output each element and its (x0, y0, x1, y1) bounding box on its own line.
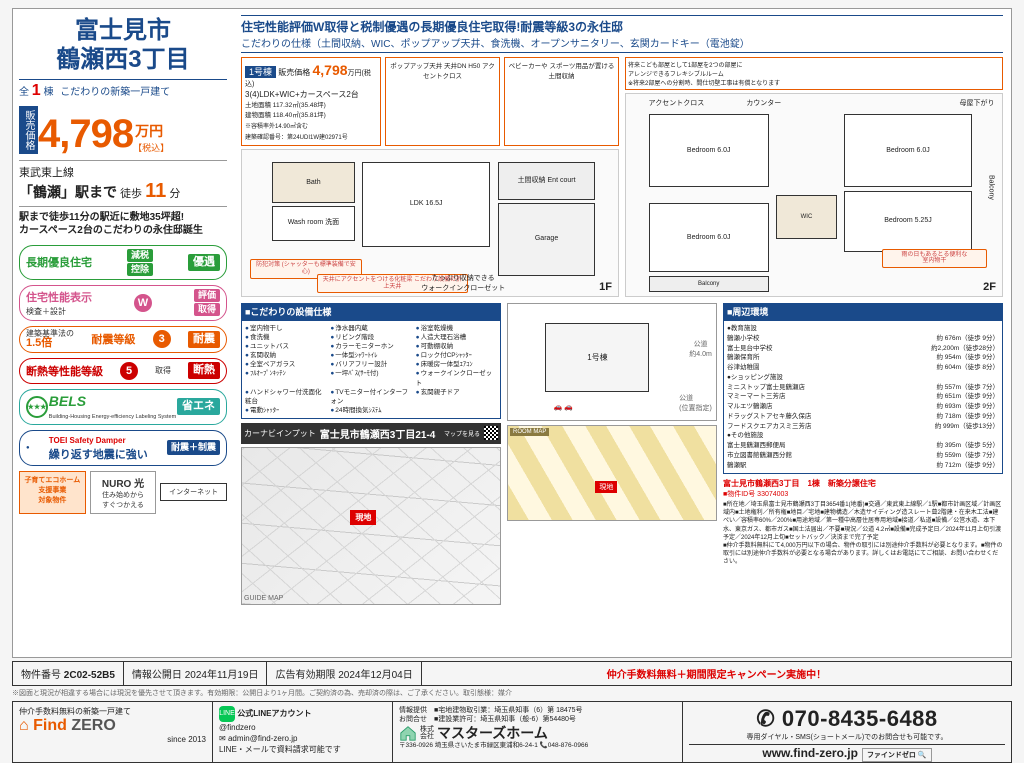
spec-item: 一体型ｼｬﾜｰﾄｲﾚ (330, 351, 411, 360)
disclaimer: ※図面と現況が相違する場合には現況を優先させて頂きます。有効期限：公開日より1ヶ… (12, 688, 1012, 698)
spec-item: 浄水器内蔵 (330, 324, 411, 333)
badge-insulation: 断熱等性能等級 5 取得 断熱 (19, 358, 227, 384)
footer-logo: 仲介手数料無料の新築一戸建て ⌂ Find ZERO since 2013 (13, 702, 213, 762)
guide-map: 現地 GUIDE MAP (241, 447, 501, 605)
env-row: マルエツ鶴瀬店約 693m（徒歩 9分） (727, 402, 999, 412)
mid-row: ■こだわりの設備仕様 室内物干し浄水器内蔵浴室乾燥機食洗機リビング階段人造大理石… (241, 303, 1003, 551)
bels-icon: ★★★ (26, 396, 48, 418)
env-row: 鶴瀬保育所約 954m（徒歩 9分） (727, 353, 999, 363)
spec-item: ユニットバス (245, 342, 326, 351)
price-unit: 万円 (135, 123, 163, 139)
badge-bels: ★★★ BELSBuilding-Housing Energy-efficien… (19, 389, 227, 425)
env-row: 市立図書館鶴瀬西分館約 559m（徒歩 7分） (727, 451, 999, 461)
env-column: ■周辺環境 ●教育施設鶴瀬小学校約 676m（徒歩 9分）富士見台中学校約2,2… (723, 303, 1003, 551)
location-sub: 全 1 棟 こだわりの新築一戸建て (19, 82, 227, 100)
nuro-row: 子育てエコホーム支援事業 対象物件 NURO 光住み始めから すぐつかえる イン… (19, 471, 227, 514)
expiry-date: 広告有効期限 2024年12月04日 (267, 662, 421, 685)
footer-company: 情報提供 ■宅地建物取引業：埼玉県知事（6）第 18475号 お問合せ ■建設業… (393, 702, 683, 762)
property-title: 富士見市鶴瀬西3丁目 1棟 新築分譲住宅 (723, 478, 1003, 489)
flyer-sheet: 富士見市 鶴瀬西3丁目 全 1 棟 こだわりの新築一戸建て 販売価格 4,798… (12, 8, 1012, 658)
spec-item: 可動棚収納 (416, 342, 497, 351)
env-row: 鶴瀬小学校約 676m（徒歩 9分） (727, 334, 999, 344)
spec-item: 食洗機 (245, 333, 326, 342)
spec-item: 24時間換気ｼｽﾃﾑ (330, 406, 411, 415)
spec-item: 玄関親子ドア (416, 388, 497, 406)
env-row: ●その他施設 (727, 431, 999, 441)
spec-item: カラーモニターホン (330, 342, 411, 351)
spec-item: 玄関収納 (245, 351, 326, 360)
env-row: ミニストップ富士見鶴瀬店約 557m（徒歩 7分） (727, 383, 999, 393)
company-house-icon (399, 724, 417, 742)
publish-date: 情報公開日 2024年11月19日 (124, 662, 268, 685)
property-detail: ■所在地／埼玉県富士見市鶴瀬西3丁目3654番1(地番)■交通／東武東上線駅／1… (723, 501, 1003, 566)
env-row: 谷津幼稚園約 604m（徒歩 8分） (727, 363, 999, 373)
price-value: 4,798 (38, 114, 133, 154)
floorplan-1f: Bath Wash room 洗面 LDK 16.5J 土間収納 Ent cou… (241, 149, 619, 297)
price-block: 販売価格 4,798 万円 【税込】 (19, 106, 227, 154)
badge-longlife: 長期優良住宅 減税控除 優遇 (19, 245, 227, 280)
station-block: 東武東上線 「鶴瀬」駅まで 徒歩 11 分 (19, 160, 227, 207)
floorplan-row: 1号棟 販売価格 4,798万円(税込) 3(4)LDK+WIC+カースペース2… (241, 57, 1003, 297)
env-row: 鶴瀬駅約 712m（徒歩 9分） (727, 461, 999, 471)
floorplan-2f: アクセントクロス カウンター Bedroom 6.0J Bedroom 6.0J… (625, 93, 1003, 297)
spec-item: TVモニター付インターフォン (330, 388, 411, 406)
room-map: ROOM MAP 現地 (507, 425, 717, 521)
spec-item: 全室ペアガラス (245, 360, 326, 369)
env-row: マミーマート三芳店約 651m（徒歩 9分） (727, 392, 999, 402)
env-row: ドラッグストアセキ藤久保店約 718m（徒歩 9分） (727, 412, 999, 422)
spec-item: バリアフリー設計 (330, 360, 411, 369)
left-column: 富士見市 鶴瀬西3丁目 全 1 棟 こだわりの新築一戸建て 販売価格 4,798… (13, 9, 233, 657)
env-row: 富士見鶴瀬西郵便局約 395m（徒歩 5分） (727, 441, 999, 451)
env-list: ●教育施設鶴瀬小学校約 676m（徒歩 9分）富士見台中学校約2,200m（徒歩… (723, 320, 1003, 474)
footer-line: LINE 公式LINEアカウント @findzero ✉ admin@find-… (213, 702, 393, 762)
site-plan: 1号棟 公道 約4.0m 公道 (位置指定) 🚗 🚗 (507, 303, 717, 421)
city: 富士見市 (75, 17, 171, 44)
internet-tag: インターネット (160, 483, 227, 501)
spec-item: ﾌﾙｵｰﾌﾟﾝｷｯﾁﾝ (245, 369, 326, 387)
env-row: ●教育施設 (727, 324, 999, 334)
nav-bar: カーナビインプット 富士見市鶴瀬西3丁目21-4 マップを見る (241, 423, 501, 444)
location-title: 富士見市 鶴瀬西3丁目 (19, 17, 227, 80)
badge-damper: ● TOEI Safety Damper繰り返す地震に強い 耐震＋制震 (19, 430, 227, 466)
info-bar: 物件番号 2C02-52B5 情報公開日 2024年11月19日 広告有効期限 … (12, 661, 1012, 686)
catch-copy: 駅まで徒歩11分の駅近に敷地35坪超! カースペース2台のこだわりの永住邸誕生 (19, 211, 227, 237)
spec-item: ウォークインクローゼット (416, 369, 497, 387)
env-row: ●ショッピング施設 (727, 373, 999, 383)
badge-performance: 住宅性能表示検査＋設計 W 評価取得 (19, 285, 227, 321)
footer-tel: ✆ 070-8435-6488 専用ダイヤル・SMS(ショートメール)でのお問合… (683, 702, 1011, 762)
spec-list: 室内物干し浄水器内蔵浴室乾燥機食洗機リビング階段人造大理石浴槽ユニットバスカラー… (241, 320, 501, 419)
spec-column: ■こだわりの設備仕様 室内物干し浄水器内蔵浴室乾燥機食洗機リビング階段人造大理石… (241, 303, 501, 551)
right-column: 住宅性能評価W取得と税制優遇の長期優良住宅取得!耐震等級3の永住邸 こだわりの仕… (233, 9, 1011, 657)
eco-home-box: 子育てエコホーム支援事業 対象物件 (19, 471, 86, 514)
footer: 仲介手数料無料の新築一戸建て ⌂ Find ZERO since 2013 LI… (12, 701, 1012, 763)
spec-item: 室内物干し (245, 324, 326, 333)
spec-item: 床暖房一体型ｴｱｺﾝ (416, 360, 497, 369)
house-logo-icon: ⌂ (19, 717, 29, 734)
spec-item: 人造大理石浴槽 (416, 333, 497, 342)
spec-item: 浴室乾燥機 (416, 324, 497, 333)
spec-item: リビング階段 (330, 333, 411, 342)
badges: 長期優良住宅 減税控除 優遇 住宅性能表示検査＋設計 W 評価取得 建築基準法の… (19, 245, 227, 466)
top-banner: 住宅性能評価W取得と税制優遇の長期優良住宅取得!耐震等級3の永住邸 こだわりの仕… (241, 15, 1003, 53)
site-column: 1号棟 公道 約4.0m 公道 (位置指定) 🚗 🚗 ROOM MAP 現地 (507, 303, 717, 551)
promo-text: 仲介手数料無料＋期間限定キャンペーン実施中！ (422, 662, 1011, 685)
spec-item: ロック付CPｼｬｯﾀｰ (416, 351, 497, 360)
nuro-box: NURO 光住み始めから すぐつかえる (90, 471, 157, 514)
area: 鶴瀬西3丁目 (56, 46, 189, 73)
line-icon: LINE (219, 706, 235, 722)
spec-item: ハンドシャワー付洗面化粧台 (245, 388, 326, 406)
spec-item: 一坪ﾊﾞｽ(ｻｰﾓ付) (330, 369, 411, 387)
env-row: フードスクエアカスミ三芳店約 999m（徒歩13分） (727, 422, 999, 432)
price-tax: 【税込】 (133, 143, 169, 153)
spec-item: 電動ｼｬｯﾀｰ (245, 406, 326, 415)
phone-icon: ✆ (756, 706, 775, 731)
badge-seismic: 建築基準法の1.5倍 耐震等級 3 耐震 (19, 326, 227, 353)
price-label: 販売価格 (19, 106, 38, 154)
unit-header: 1号棟 販売価格 4,798万円(税込) 3(4)LDK+WIC+カースペース2… (241, 57, 381, 146)
env-row: 富士見台中学校約2,200m（徒歩28分） (727, 344, 999, 354)
qr-icon (484, 426, 498, 440)
property-id: ■物件ID号 33074003 (723, 489, 1003, 499)
property-number: 物件番号 2C02-52B5 (13, 662, 124, 685)
